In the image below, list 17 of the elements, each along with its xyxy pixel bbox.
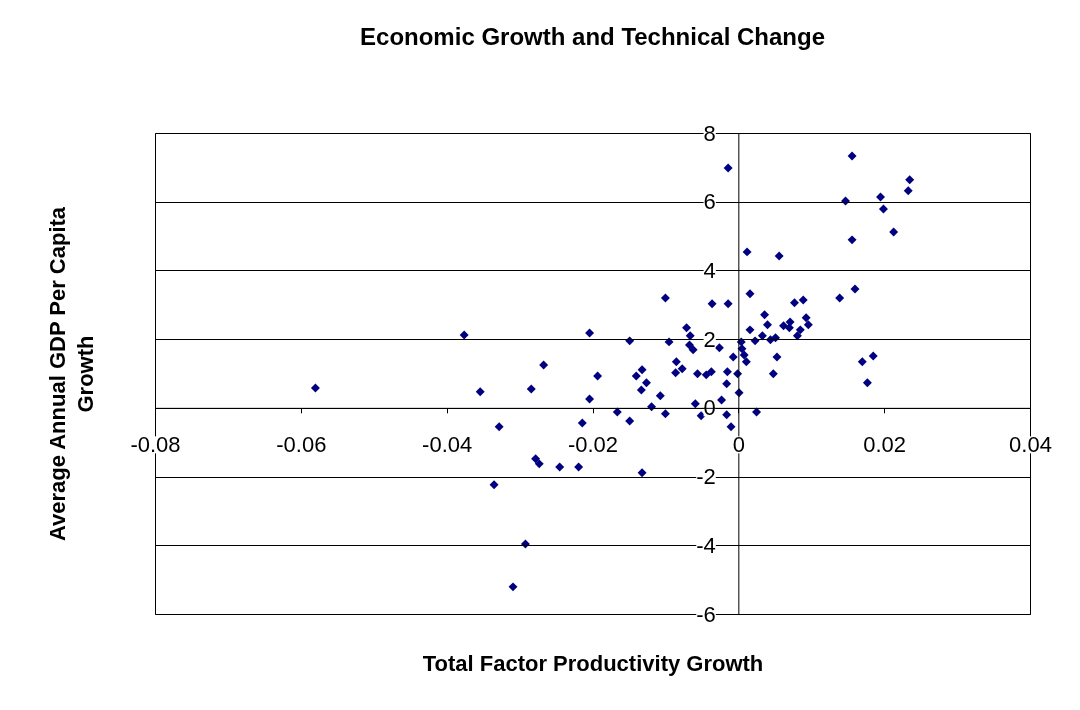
y-tick-label: 2 — [703, 326, 716, 352]
y-tick-label: 6 — [703, 189, 716, 215]
x-tick-label: -0.02 — [567, 432, 619, 458]
x-axis-title: Total Factor Productivity Growth — [422, 650, 764, 676]
x-tick-label: 0.04 — [1009, 432, 1052, 458]
y-tick-label: -4 — [696, 532, 716, 558]
y-tick-label: -2 — [696, 464, 716, 490]
chart-title: Economic Growth and Technical Change — [360, 23, 825, 50]
x-tick-label: -0.06 — [276, 432, 327, 458]
x-tick-label: 0 — [732, 432, 745, 458]
y-axis-title: Average Annual GDP Per Capita Growth — [44, 206, 98, 542]
y-tick-label: 8 — [703, 120, 716, 146]
x-tick-label: 0.02 — [863, 432, 907, 458]
x-tick-label: -0.08 — [130, 432, 181, 458]
y-tick-label: 4 — [703, 257, 716, 283]
y-tick-label: -6 — [696, 601, 716, 627]
x-tick-label: -0.04 — [422, 432, 473, 458]
